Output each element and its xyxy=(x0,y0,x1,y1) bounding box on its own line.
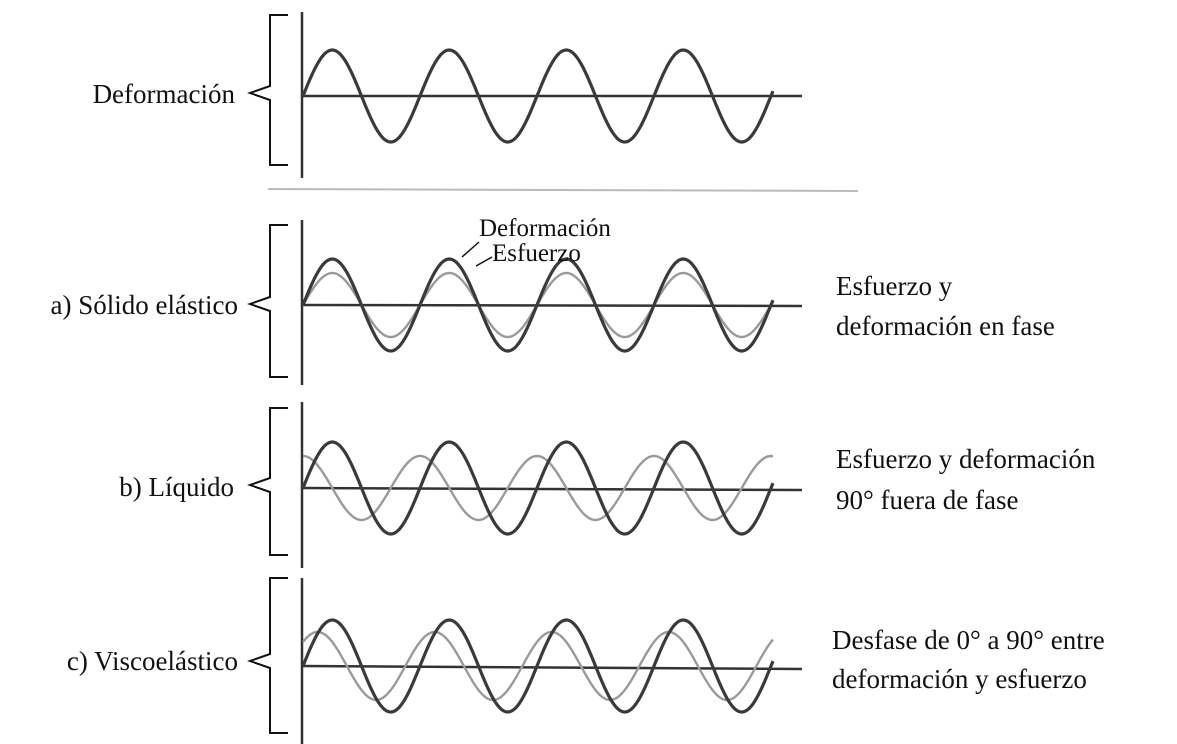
strain-wave-2 xyxy=(301,440,775,536)
annotation-deformacion: Deformación xyxy=(479,215,611,242)
panel-viscoelastico: c) Viscoelástico Desfase de 0° a 90° ent… xyxy=(67,577,1105,744)
strain-wave-3 xyxy=(301,618,775,714)
strain-wave-1 xyxy=(301,257,775,353)
brace-0 xyxy=(246,14,288,166)
x-axis-2 xyxy=(301,486,803,492)
strain-wave-0 xyxy=(301,48,775,144)
separator-line xyxy=(267,188,859,192)
pointer-deformacion xyxy=(461,241,480,258)
description-1-line-2: deformación en fase xyxy=(836,311,1055,341)
panel-liquido: b) Líquido Esfuerzo y deformación 90° fu… xyxy=(119,402,1096,568)
panel-label-2: b) Líquido xyxy=(119,472,234,502)
brace-1 xyxy=(246,224,288,378)
x-axis-1 xyxy=(301,303,803,308)
stress-wave-2 xyxy=(302,454,774,522)
brace-2 xyxy=(246,407,288,556)
panel-deformacion: Deformación xyxy=(93,12,802,178)
x-axis-3 xyxy=(301,664,803,671)
stress-wave-3 xyxy=(302,630,774,702)
description-2-line-2: 90° fuera de fase xyxy=(836,485,1018,515)
panel-label-1: a) Sólido elástico xyxy=(51,290,238,320)
brace-3 xyxy=(246,577,288,734)
panel-label-3: c) Viscoelástico xyxy=(67,646,238,676)
description-2-line-1: Esfuerzo y deformación xyxy=(836,444,1096,474)
description-3-line-1: Desfase de 0° a 90° entre xyxy=(832,625,1105,655)
panel-solido-elastico: a) Sólido elástico Deformación Esfuerzo … xyxy=(51,215,1055,385)
pointer-esfuerzo xyxy=(475,256,493,267)
description-3-line-2: deformación y esfuerzo xyxy=(832,664,1087,694)
annotation-esfuerzo: Esfuerzo xyxy=(492,240,581,267)
description-1-line-1: Esfuerzo y xyxy=(836,271,953,301)
panel-label-0: Deformación xyxy=(93,79,236,109)
